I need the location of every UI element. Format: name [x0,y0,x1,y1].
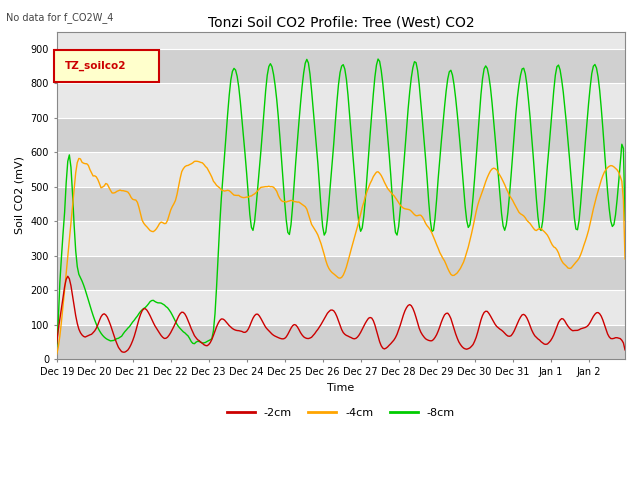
FancyBboxPatch shape [54,49,159,83]
Bar [57,152,625,187]
Bar [57,49,625,84]
Bar [57,118,625,152]
Bar [57,290,625,325]
Text: TZ_soilco2: TZ_soilco2 [65,61,127,71]
Title: Tonzi Soil CO2 Profile: Tree (West) CO2: Tonzi Soil CO2 Profile: Tree (West) CO2 [207,15,474,29]
Bar [57,221,625,256]
Bar [57,325,625,360]
Bar [57,187,625,221]
Y-axis label: Soil CO2 (mV): Soil CO2 (mV) [15,156,25,234]
Bar [57,84,625,118]
Text: No data for f_CO2W_4: No data for f_CO2W_4 [6,12,114,23]
Legend: -2cm, -4cm, -8cm: -2cm, -4cm, -8cm [223,404,459,422]
Bar [57,256,625,290]
X-axis label: Time: Time [327,383,355,393]
